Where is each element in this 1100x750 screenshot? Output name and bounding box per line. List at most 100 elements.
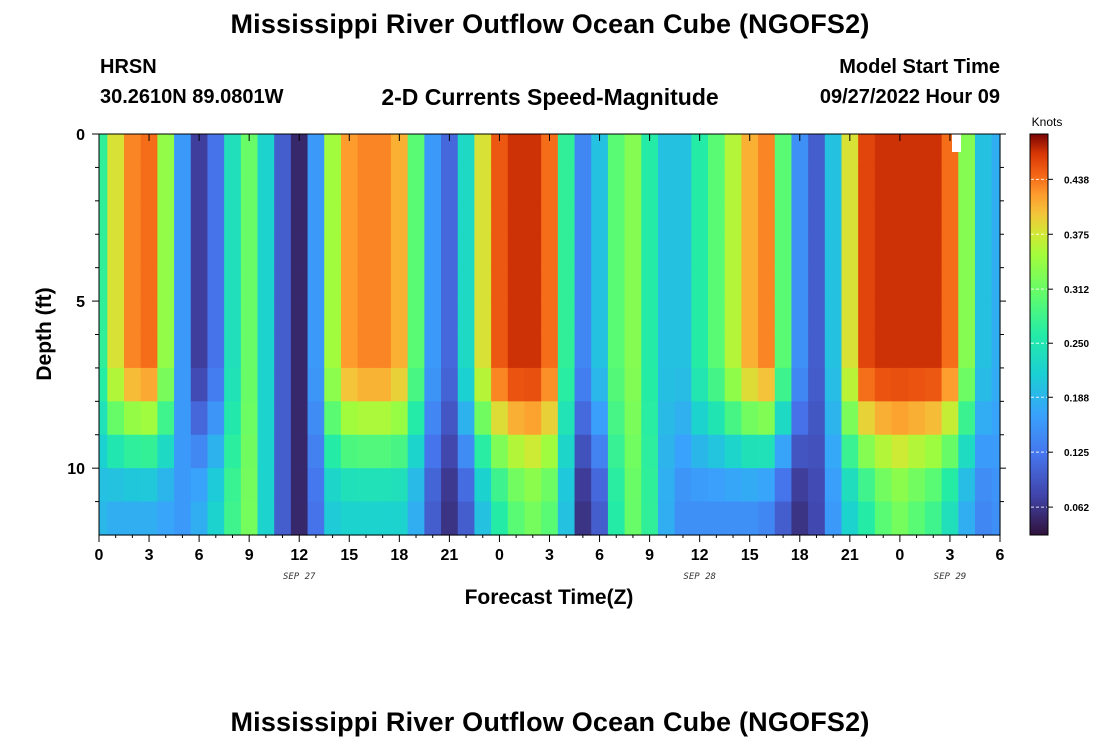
heatmap-cell bbox=[240, 267, 259, 302]
heatmap-cell bbox=[724, 501, 742, 536]
heatmap-cell bbox=[107, 234, 125, 269]
heatmap-cell bbox=[574, 367, 592, 402]
heatmap-cell bbox=[891, 301, 909, 336]
heatmap-cell bbox=[941, 200, 959, 235]
heatmap-cell bbox=[824, 200, 843, 235]
heatmap-cell bbox=[674, 334, 692, 369]
heatmap-cell bbox=[974, 167, 993, 202]
heatmap-cell bbox=[591, 267, 609, 302]
heatmap-cell bbox=[307, 367, 325, 402]
heatmap-cell bbox=[841, 234, 859, 269]
heatmap-cell bbox=[624, 334, 642, 369]
heatmap-cell bbox=[991, 200, 1001, 235]
heatmap-cell bbox=[774, 200, 793, 235]
heatmap-cell bbox=[307, 501, 325, 536]
heatmap-cell bbox=[908, 367, 926, 402]
heatmap-cell bbox=[741, 501, 759, 536]
heatmap-cell bbox=[190, 334, 209, 369]
heatmap-cell bbox=[641, 267, 659, 302]
heatmap-cell bbox=[224, 367, 242, 402]
heatmap-cell bbox=[758, 401, 776, 436]
heatmap-cell bbox=[708, 501, 726, 536]
heatmap-cell bbox=[724, 134, 742, 169]
heatmap-cell bbox=[174, 267, 192, 302]
heatmap-cell bbox=[824, 301, 843, 336]
x-tick-label: 3 bbox=[545, 547, 554, 564]
heatmap-cell bbox=[874, 401, 893, 436]
heatmap-cell bbox=[491, 167, 509, 202]
heatmap-cell bbox=[607, 334, 626, 369]
heatmap-cell bbox=[257, 234, 275, 269]
heatmap-cell bbox=[791, 301, 809, 336]
heatmap-cell bbox=[174, 367, 192, 402]
heatmap-cell bbox=[808, 434, 826, 469]
heatmap-cell bbox=[491, 134, 509, 169]
x-tick-label: 12 bbox=[290, 547, 308, 564]
heatmap-cell bbox=[107, 334, 125, 369]
heatmap-cell bbox=[641, 234, 659, 269]
heatmap-cell bbox=[708, 468, 726, 503]
heatmap-cell bbox=[99, 401, 108, 436]
heatmap-cell bbox=[524, 200, 542, 235]
heatmap-cell bbox=[190, 134, 209, 169]
heatmap-cell bbox=[908, 134, 926, 169]
heatmap-cell bbox=[290, 267, 309, 302]
heatmap-cell bbox=[874, 267, 893, 302]
heatmap-cell bbox=[891, 267, 909, 302]
heatmap-cell bbox=[274, 167, 292, 202]
heatmap-cell bbox=[691, 167, 709, 202]
heatmap-cell bbox=[991, 501, 1001, 536]
heatmap-cell bbox=[908, 468, 926, 503]
heatmap-cell bbox=[607, 367, 626, 402]
heatmap-cell bbox=[140, 301, 158, 336]
heatmap-cell bbox=[524, 234, 542, 269]
heatmap-cell bbox=[124, 134, 142, 169]
heatmap-cell bbox=[924, 434, 943, 469]
heatmap-cell bbox=[958, 167, 976, 202]
heatmap-cell bbox=[574, 501, 592, 536]
heatmap-cell bbox=[541, 267, 559, 302]
heatmap-cell bbox=[99, 334, 108, 369]
heatmap-cell bbox=[441, 367, 459, 402]
heatmap-cell bbox=[808, 267, 826, 302]
heatmap-cell bbox=[557, 434, 576, 469]
heatmap-cell bbox=[457, 334, 476, 369]
heatmap-cell bbox=[874, 367, 893, 402]
heatmap-cell bbox=[974, 434, 993, 469]
heatmap-cell bbox=[924, 401, 943, 436]
heatmap-cell bbox=[491, 367, 509, 402]
heatmap-cell bbox=[457, 468, 476, 503]
colorbar: Knots 0.438 0.375 0.312 0.250 0.188 0.125 0.06… bbox=[1029, 115, 1089, 536]
heatmap-cell bbox=[958, 434, 976, 469]
heatmap-cell bbox=[190, 401, 209, 436]
heatmap-cell bbox=[324, 134, 342, 169]
heatmap-cell bbox=[424, 334, 442, 369]
heatmap-cell bbox=[324, 501, 342, 536]
x-tick-label: 3 bbox=[945, 547, 954, 564]
heatmap-cell bbox=[791, 501, 809, 536]
heatmap-cell bbox=[607, 234, 626, 269]
colorbar-tick-label: 0.250 bbox=[1064, 339, 1089, 350]
heatmap-cell bbox=[891, 234, 909, 269]
heatmap-cell bbox=[157, 301, 175, 336]
heatmap-cell bbox=[958, 501, 976, 536]
heatmap-cell bbox=[107, 401, 125, 436]
heatmap-cell bbox=[874, 234, 893, 269]
heatmap-cell bbox=[507, 167, 526, 202]
heatmap-cell bbox=[557, 301, 576, 336]
heatmap-cell bbox=[407, 468, 425, 503]
heatmap-cell bbox=[941, 367, 959, 402]
heatmap-cell bbox=[491, 501, 509, 536]
heatmap-cell bbox=[858, 267, 876, 302]
heatmap-cell bbox=[157, 434, 175, 469]
heatmap-cell bbox=[591, 167, 609, 202]
station-coordinates: 30.2610N 89.0801W bbox=[100, 86, 284, 108]
heatmap-cell bbox=[858, 434, 876, 469]
heatmap-cell bbox=[474, 134, 492, 169]
heatmap-cell bbox=[424, 501, 442, 536]
heatmap-cell bbox=[841, 334, 859, 369]
heatmap-cell bbox=[591, 334, 609, 369]
heatmap-cell bbox=[240, 200, 259, 235]
heatmap-cell bbox=[924, 200, 943, 235]
heatmap-cell bbox=[174, 167, 192, 202]
